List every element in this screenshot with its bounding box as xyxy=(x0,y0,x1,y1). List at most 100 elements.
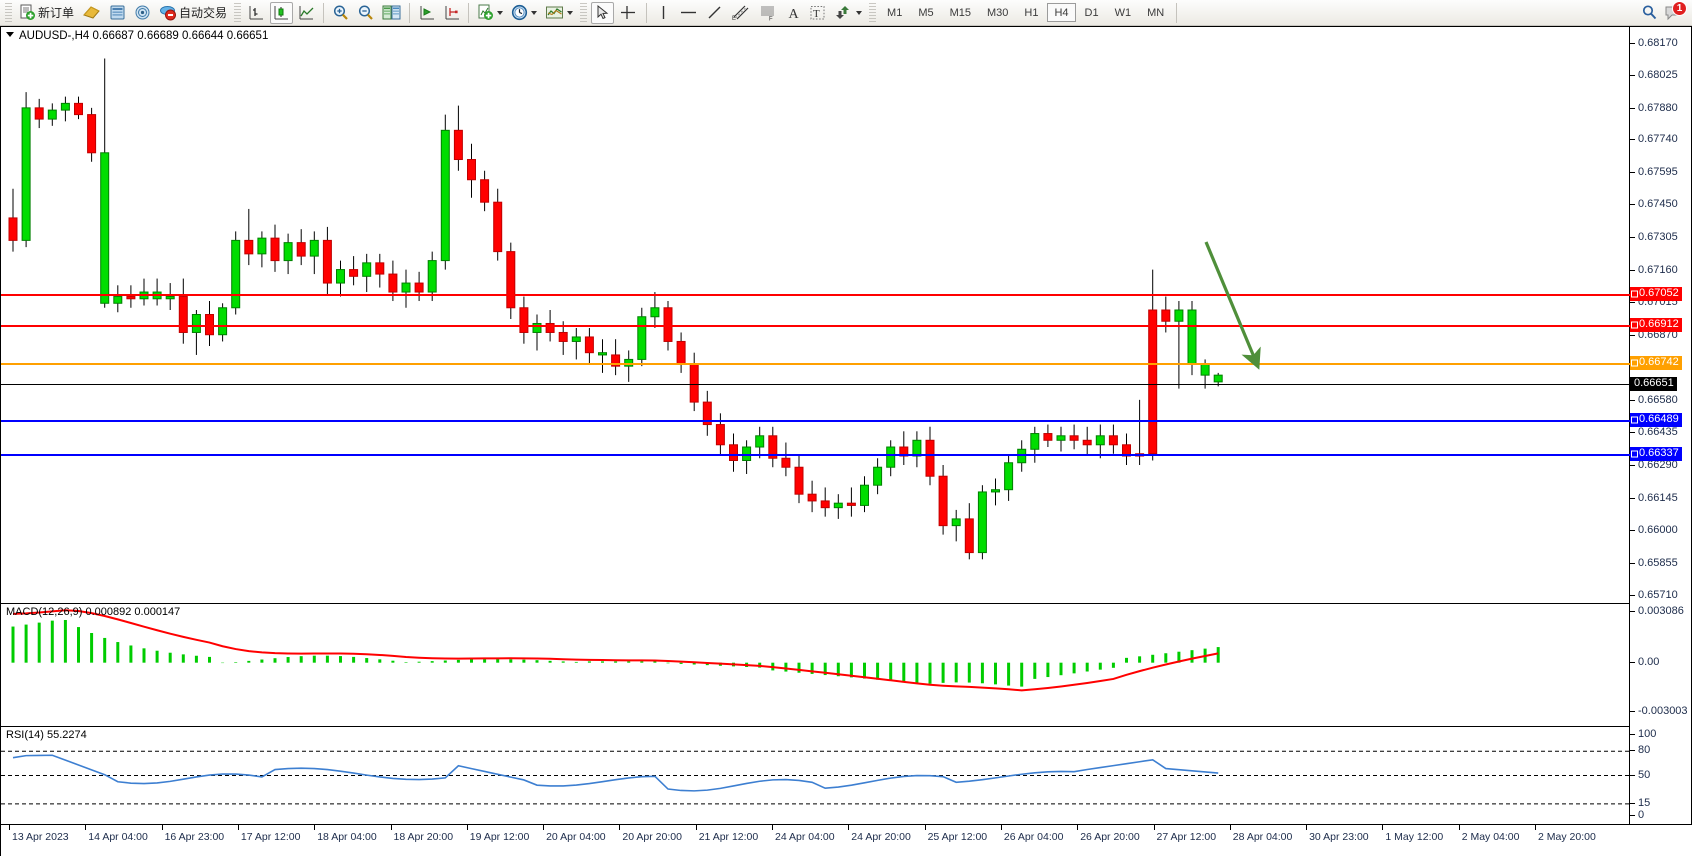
signals-icon xyxy=(134,4,151,21)
time-tick-label: 17 Apr 12:00 xyxy=(240,831,301,843)
signals-button[interactable] xyxy=(131,2,154,24)
line-chart-button[interactable] xyxy=(295,2,318,24)
price-pane[interactable]: AUDUSD-,H4 0.66687 0.66689 0.66644 0.666… xyxy=(1,27,1631,602)
rsi-tick xyxy=(1630,815,1635,816)
price-tick xyxy=(1630,334,1635,336)
vertical-line-button[interactable] xyxy=(652,2,674,24)
time-scale[interactable]: 13 Apr 2023 14 Apr 04:00 16 Apr 23:00 17 Ap… xyxy=(1,824,1692,856)
price-line-support-2[interactable] xyxy=(1,454,1631,457)
text-tool-button[interactable]: A xyxy=(782,2,804,24)
cursor-tool-button[interactable] xyxy=(591,1,615,24)
price-tag-4[interactable]: 0.66489 xyxy=(1630,413,1682,428)
time-tick xyxy=(1077,825,1079,830)
chart-window[interactable]: AUDUSD-,H4 0.66687 0.66689 0.66644 0.666… xyxy=(0,26,1692,856)
zoom-out-button[interactable] xyxy=(354,2,377,24)
timeframe-h1[interactable]: H1 xyxy=(1024,6,1039,19)
timeframe-mn[interactable]: MN xyxy=(1147,6,1165,19)
text-label-button[interactable]: T xyxy=(806,2,829,24)
rsi-pane[interactable]: RSI(14) 55.2274 xyxy=(1,726,1631,825)
horizontal-line-button[interactable] xyxy=(676,2,701,24)
svg-text:T: T xyxy=(813,8,820,20)
period-button[interactable] xyxy=(508,2,540,24)
timeframe-m5[interactable]: M5 xyxy=(918,6,934,19)
equidistant-channel-button[interactable]: E xyxy=(728,2,753,24)
macd-tick xyxy=(1630,711,1635,712)
timeframe-h4[interactable]: H4 xyxy=(1047,3,1076,22)
price-line-resistance-2[interactable] xyxy=(1,293,1631,296)
price-tick xyxy=(1630,530,1635,532)
timeframe-w1[interactable]: W1 xyxy=(1114,6,1132,19)
templates-dropdown-arrow[interactable] xyxy=(567,10,574,15)
chart-collapse-icon[interactable] xyxy=(6,32,14,37)
price-line-support-1[interactable] xyxy=(1,420,1631,423)
notifications-button[interactable]: 1 xyxy=(1662,0,1687,23)
price-tick xyxy=(1630,107,1635,109)
clock-icon xyxy=(511,4,528,21)
new-chart-button[interactable] xyxy=(474,2,506,24)
timeframe-m1[interactable]: M1 xyxy=(887,6,903,19)
market-watch-button[interactable] xyxy=(106,2,129,24)
time-tick xyxy=(237,825,239,830)
timeframe-m30[interactable]: M30 xyxy=(987,6,1009,19)
toolbar-grip-2[interactable] xyxy=(234,2,242,23)
macd-legend: MACD(12,26,9) 0.000892 0.000147 xyxy=(6,606,181,618)
new-order-button[interactable]: 新订单 xyxy=(16,2,77,24)
price-tick xyxy=(1630,302,1635,304)
time-tick xyxy=(1000,825,1002,830)
trendline-icon xyxy=(706,4,723,21)
time-tick-label: 26 Apr 04:00 xyxy=(1003,831,1064,843)
auto-trading-button[interactable]: 自动交易 xyxy=(156,2,230,24)
arrows-dropdown-arrow[interactable] xyxy=(856,10,863,15)
fibonacci-button[interactable]: F xyxy=(755,2,780,24)
price-line-resistance-1[interactable] xyxy=(1,325,1631,328)
price-tag-1[interactable]: 0.66912 xyxy=(1630,318,1682,333)
toolbar-grip[interactable] xyxy=(5,2,12,23)
price-tick-label: 0.66290 xyxy=(1638,458,1678,471)
price-line-current-price[interactable] xyxy=(1,383,1631,385)
timeframe-m15[interactable]: M15 xyxy=(949,6,971,19)
search-button[interactable] xyxy=(1638,2,1661,24)
price-tag-2[interactable]: 0.66742 xyxy=(1630,356,1682,371)
candlestick-plot[interactable] xyxy=(1,27,1631,602)
rsi-tick xyxy=(1630,774,1635,776)
price-tag-0[interactable]: 0.67052 xyxy=(1630,286,1682,301)
line-chart-icon xyxy=(298,4,315,21)
chart-shift-button[interactable] xyxy=(415,2,438,24)
arrows-tool-button[interactable] xyxy=(831,2,865,24)
price-tick xyxy=(1630,497,1635,499)
fibonacci-icon: F xyxy=(758,4,777,21)
macd-tick-label: 0.003086 xyxy=(1638,605,1684,617)
crosshair-tool-button[interactable] xyxy=(616,2,641,24)
auto-scroll-button[interactable] xyxy=(440,2,463,24)
macd-tick-label: 0.00 xyxy=(1638,655,1660,668)
bar-chart-button[interactable] xyxy=(245,2,268,24)
indicators-button[interactable] xyxy=(79,2,104,24)
toolbar-grip-3[interactable] xyxy=(580,2,588,23)
zoom-in-icon xyxy=(332,4,349,21)
time-tick-label: 27 Apr 12:00 xyxy=(1156,831,1217,843)
templates-button[interactable] xyxy=(542,2,576,24)
text-icon: A xyxy=(786,4,801,21)
price-tag-5[interactable]: 0.66337 xyxy=(1630,447,1682,462)
price-line-pivot[interactable] xyxy=(1,363,1631,366)
toolbar-grip-4[interactable] xyxy=(869,2,877,23)
price-tick xyxy=(1630,464,1635,466)
timeframe-d1[interactable]: D1 xyxy=(1084,6,1099,19)
data-window-button[interactable] xyxy=(379,2,404,24)
candlestick-chart-button[interactable] xyxy=(270,1,294,24)
time-tick xyxy=(1229,825,1231,830)
time-tick-label: 30 Apr 23:00 xyxy=(1309,831,1369,843)
price-scale[interactable]: 0.68170 0.68025 0.67880 0.67740 0.67595 0.674… xyxy=(1629,27,1691,825)
price-tag-3[interactable]: 0.66651 xyxy=(1630,376,1677,391)
price-tick xyxy=(1630,42,1635,44)
text-label-icon: T xyxy=(809,4,826,21)
arrows-icon xyxy=(834,4,853,21)
macd-plot xyxy=(11,609,1220,692)
cursor-arrow-icon xyxy=(594,4,611,21)
time-tick xyxy=(314,825,316,830)
zoom-in-button[interactable] xyxy=(329,2,352,24)
period-dropdown-arrow[interactable] xyxy=(531,10,538,15)
macd-pane[interactable]: MACD(12,26,9) 0.000892 0.000147 xyxy=(1,603,1631,725)
trendline-button[interactable] xyxy=(703,2,726,24)
new-chart-dropdown-arrow[interactable] xyxy=(497,10,504,15)
